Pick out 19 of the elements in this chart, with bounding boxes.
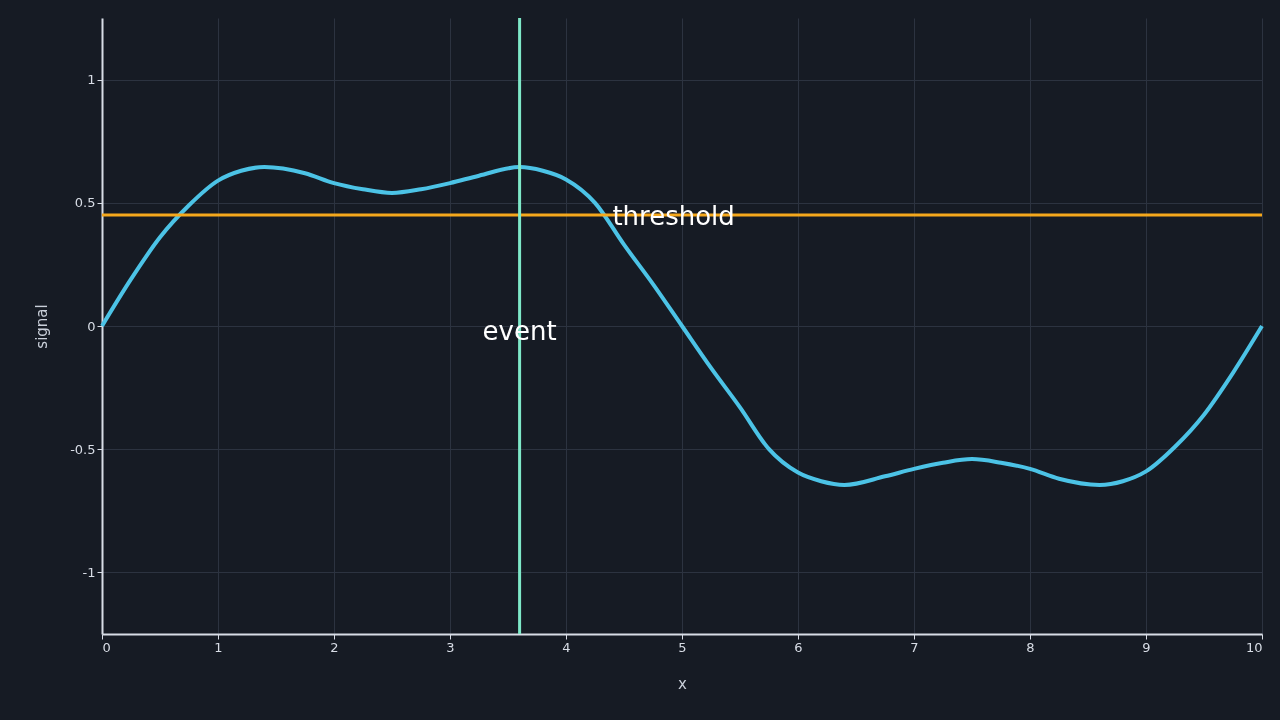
x-tick-label: 3 [446, 639, 455, 655]
y-tick-label: 0.5 [74, 195, 96, 211]
y-tick-label: -0.5 [70, 441, 96, 457]
y-tick-label: 1 [87, 72, 96, 88]
x-tick-label: 8 [1026, 639, 1035, 655]
x-tick-label: 6 [794, 639, 803, 655]
x-tick-label: 7 [910, 639, 919, 655]
line-series [100, 165, 1264, 487]
x-tick-label: 1 [214, 639, 223, 655]
x-tick-label: 10 [1245, 639, 1263, 655]
x-tick-label: 5 [678, 639, 687, 655]
y-tick-label: 0 [87, 318, 96, 334]
x-tick-label: 4 [562, 639, 571, 655]
x-axis-title: x [678, 674, 688, 693]
x-tick-label: 2 [330, 639, 339, 655]
x-tick-label: 9 [1142, 639, 1151, 655]
x-tick-label: 0 [102, 639, 111, 655]
y-tick-label: -1 [82, 564, 96, 580]
y-axis-title: signal [33, 304, 52, 349]
